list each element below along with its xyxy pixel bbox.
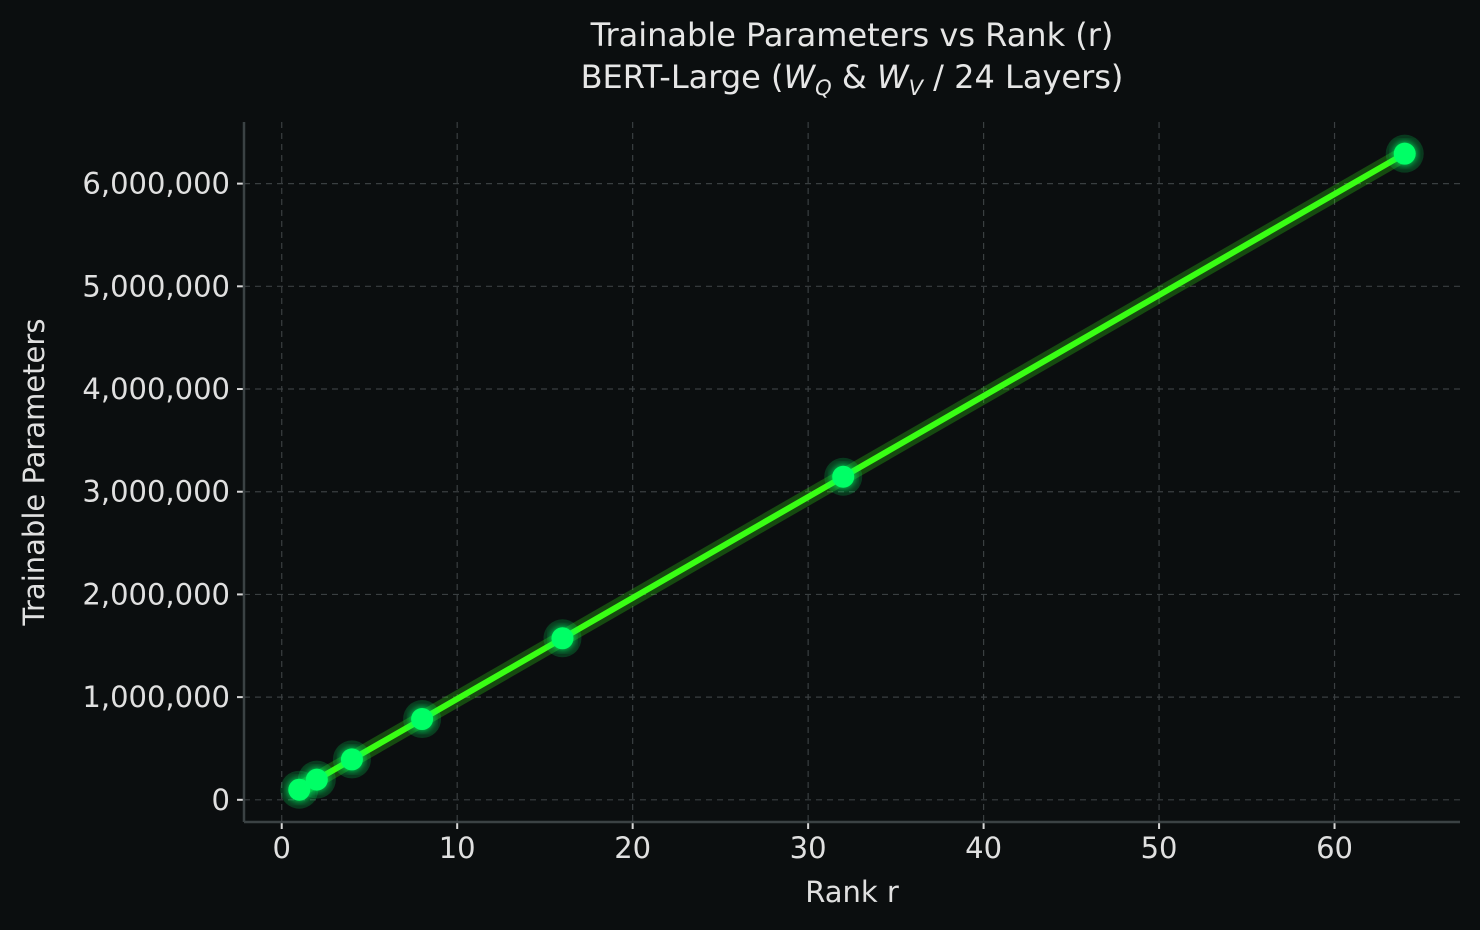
data-point xyxy=(288,778,311,801)
y-tick-label: 5,000,000 xyxy=(82,269,230,303)
data-point xyxy=(411,708,434,731)
axes: 0 10 20 30 40 50 60 0 1,000,000 2,000,000 3,000,00… xyxy=(82,122,1460,865)
data-point xyxy=(305,768,328,791)
y-tick-label: 0 xyxy=(212,783,230,817)
y-tick-label: 1,000,000 xyxy=(82,680,230,714)
y-axis-label: Trainable Parameters xyxy=(17,319,51,627)
x-tick-label: 50 xyxy=(1141,831,1178,865)
data-point xyxy=(832,465,855,488)
chart-subtitle: BERT-Large (WQ & WV / 24 Layers) xyxy=(581,58,1124,100)
y-tick-label: 2,000,000 xyxy=(82,577,230,611)
data-point xyxy=(340,748,363,771)
grid xyxy=(244,122,1460,822)
x-axis-label: Rank r xyxy=(805,875,899,909)
x-tick-label: 10 xyxy=(439,831,476,865)
y-tick-label: 3,000,000 xyxy=(82,475,230,509)
x-tick-label: 60 xyxy=(1316,831,1353,865)
x-tick-label: 30 xyxy=(790,831,827,865)
series xyxy=(280,134,1424,809)
x-tick-label: 20 xyxy=(614,831,651,865)
y-tick-label: 6,000,000 xyxy=(82,167,230,201)
y-tick-label: 4,000,000 xyxy=(82,372,230,406)
data-point xyxy=(1393,142,1416,165)
x-tick-label: 40 xyxy=(965,831,1002,865)
data-point xyxy=(551,627,574,650)
x-tick-label: 0 xyxy=(272,831,290,865)
chart-title: Trainable Parameters vs Rank (r) xyxy=(590,16,1114,54)
